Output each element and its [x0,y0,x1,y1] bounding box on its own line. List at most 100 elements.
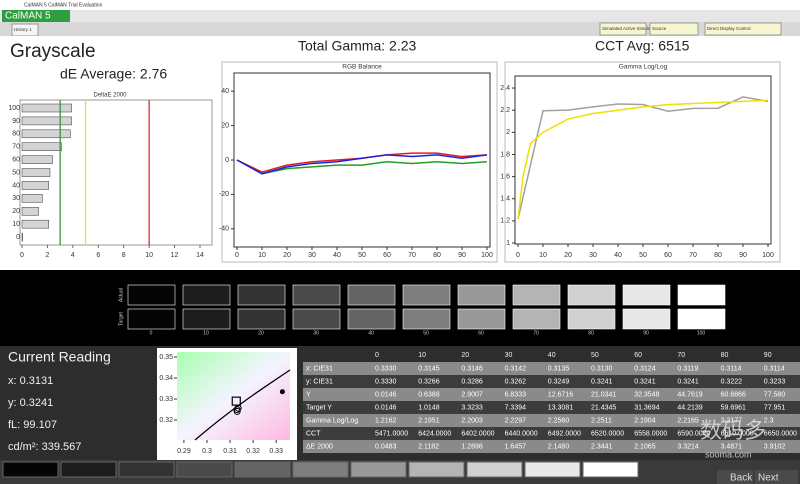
table-cell: 44.7619 [677,391,702,398]
column-header: 50 [591,352,599,359]
table-cell: 6520.0000 [591,430,624,437]
next-button[interactable] [755,470,798,484]
x-tick-label: 20 [564,252,572,259]
footer-swatch[interactable] [234,461,291,478]
swatch [182,308,231,330]
dropdown[interactable] [704,22,782,36]
table-cell: 0.0146 [375,391,397,398]
table-row [303,362,800,375]
table-cell: 0.3145 [418,365,440,372]
bar [21,168,51,177]
footer-swatch[interactable] [60,461,117,478]
table-cell: 2.2297 [505,417,527,424]
x-tick-label: 0.31 [223,448,237,455]
y-tick-label: -40 [219,226,229,233]
table-cell: 0.3114 [764,365,785,372]
table-cell: 32.3548 [634,391,659,398]
tab-label: History 1 [14,27,32,32]
title-bar [0,0,800,10]
footer-swatch[interactable] [408,461,465,478]
table-cell: 0.3286 [461,378,483,385]
table-cell: 6650.0000 [764,430,797,437]
table-cell: 31.3694 [634,404,659,411]
column-header: 0 [375,352,379,359]
back-button[interactable] [717,470,753,484]
x-tick-label: 8 [122,252,126,259]
footer-swatch[interactable] [582,461,639,478]
swatch-label: 100 [697,330,706,336]
table-cell: 0.0146 [375,404,397,411]
cct-avg: CCT Avg: 6515 [595,38,690,54]
footer-swatch[interactable] [2,461,59,478]
app-button[interactable] [2,10,70,22]
table-cell: ΔE 2000 [306,443,333,450]
table-cell: 2.1951 [418,417,440,424]
table-cell: 2.3441 [591,443,613,450]
footer-swatch[interactable] [176,461,233,478]
table-cell: 0.3146 [461,365,483,372]
footer-swatch[interactable] [466,461,523,478]
y-tick-label: 2 [506,129,510,136]
x-tick-label: 90 [458,252,466,259]
swatch [347,284,396,306]
swatch-label: 60 [478,330,484,336]
reference-point [279,389,285,395]
table-cell: 2.9007 [461,391,483,398]
x-tick-label: 30 [589,252,597,259]
series-line [517,96,769,220]
swatch [567,284,616,306]
dropdown[interactable] [649,22,699,36]
footer-swatch[interactable] [118,461,175,478]
swatch [677,284,726,306]
reading-value: fL: 99.107 [8,419,57,431]
x-tick-label: 12 [171,252,179,259]
column-header: 20 [461,352,469,359]
dropdown-label: Simulated Active Simulated [602,26,657,31]
y-tick-label: 20 [12,208,20,215]
swatch-label: 0 [150,330,153,336]
y-tick-label: 1.4 [500,196,510,203]
y-tick-label: 100 [8,105,20,112]
y-tick-label: 0.35 [159,354,173,361]
dropdown[interactable] [599,22,647,36]
y-tick-label: 70 [12,144,20,151]
table-cell: 21.4345 [591,404,616,411]
y-tick-label: 0.33 [159,396,173,403]
app-button-label: CalMAN 5 [5,11,51,22]
window-title: CalMAN 5 CalMAN Trial Evaluation [24,2,103,8]
back-label: Back [730,473,753,484]
swatch-label: 20 [258,330,264,336]
y-tick-label: 0.34 [159,375,173,382]
swatch-label: 10 [203,330,209,336]
chart-title: RGB Balance [342,64,382,71]
footer-swatch[interactable] [524,461,581,478]
bar [21,194,43,203]
swatch-band [0,270,800,346]
table-cell: 21.0341 [591,391,616,398]
table-cell: x: CIE31 [306,365,333,372]
x-tick-label: 100 [762,252,774,259]
reading-value: x: 0.3131 [8,375,53,387]
y-tick-label: 0 [225,157,229,164]
table-cell: 3.4871 [721,443,743,450]
table-row [303,414,800,427]
x-tick-label: 0 [516,252,520,259]
row-label: Actual [118,288,124,302]
reading-value: cd/m²: 339.567 [8,441,81,453]
y-tick-label: 1.2 [500,218,510,225]
x-tick-label: 30 [308,252,316,259]
swatch-label: 30 [313,330,319,336]
footer-swatch[interactable] [350,461,407,478]
bar [21,207,39,216]
column-header: 10 [418,352,426,359]
table-cell: 0.3142 [505,365,527,372]
y-tick-label: 2.2 [500,107,510,114]
swatch [567,308,616,330]
bar [21,103,72,113]
table-cell: 0.3241 [634,378,656,385]
y-tick-label: 90 [12,118,20,125]
swatch-label: 80 [588,330,594,336]
table-cell: 77.951 [764,404,786,411]
footer-swatch[interactable] [292,461,349,478]
table-cell: 6492.0000 [548,430,581,437]
